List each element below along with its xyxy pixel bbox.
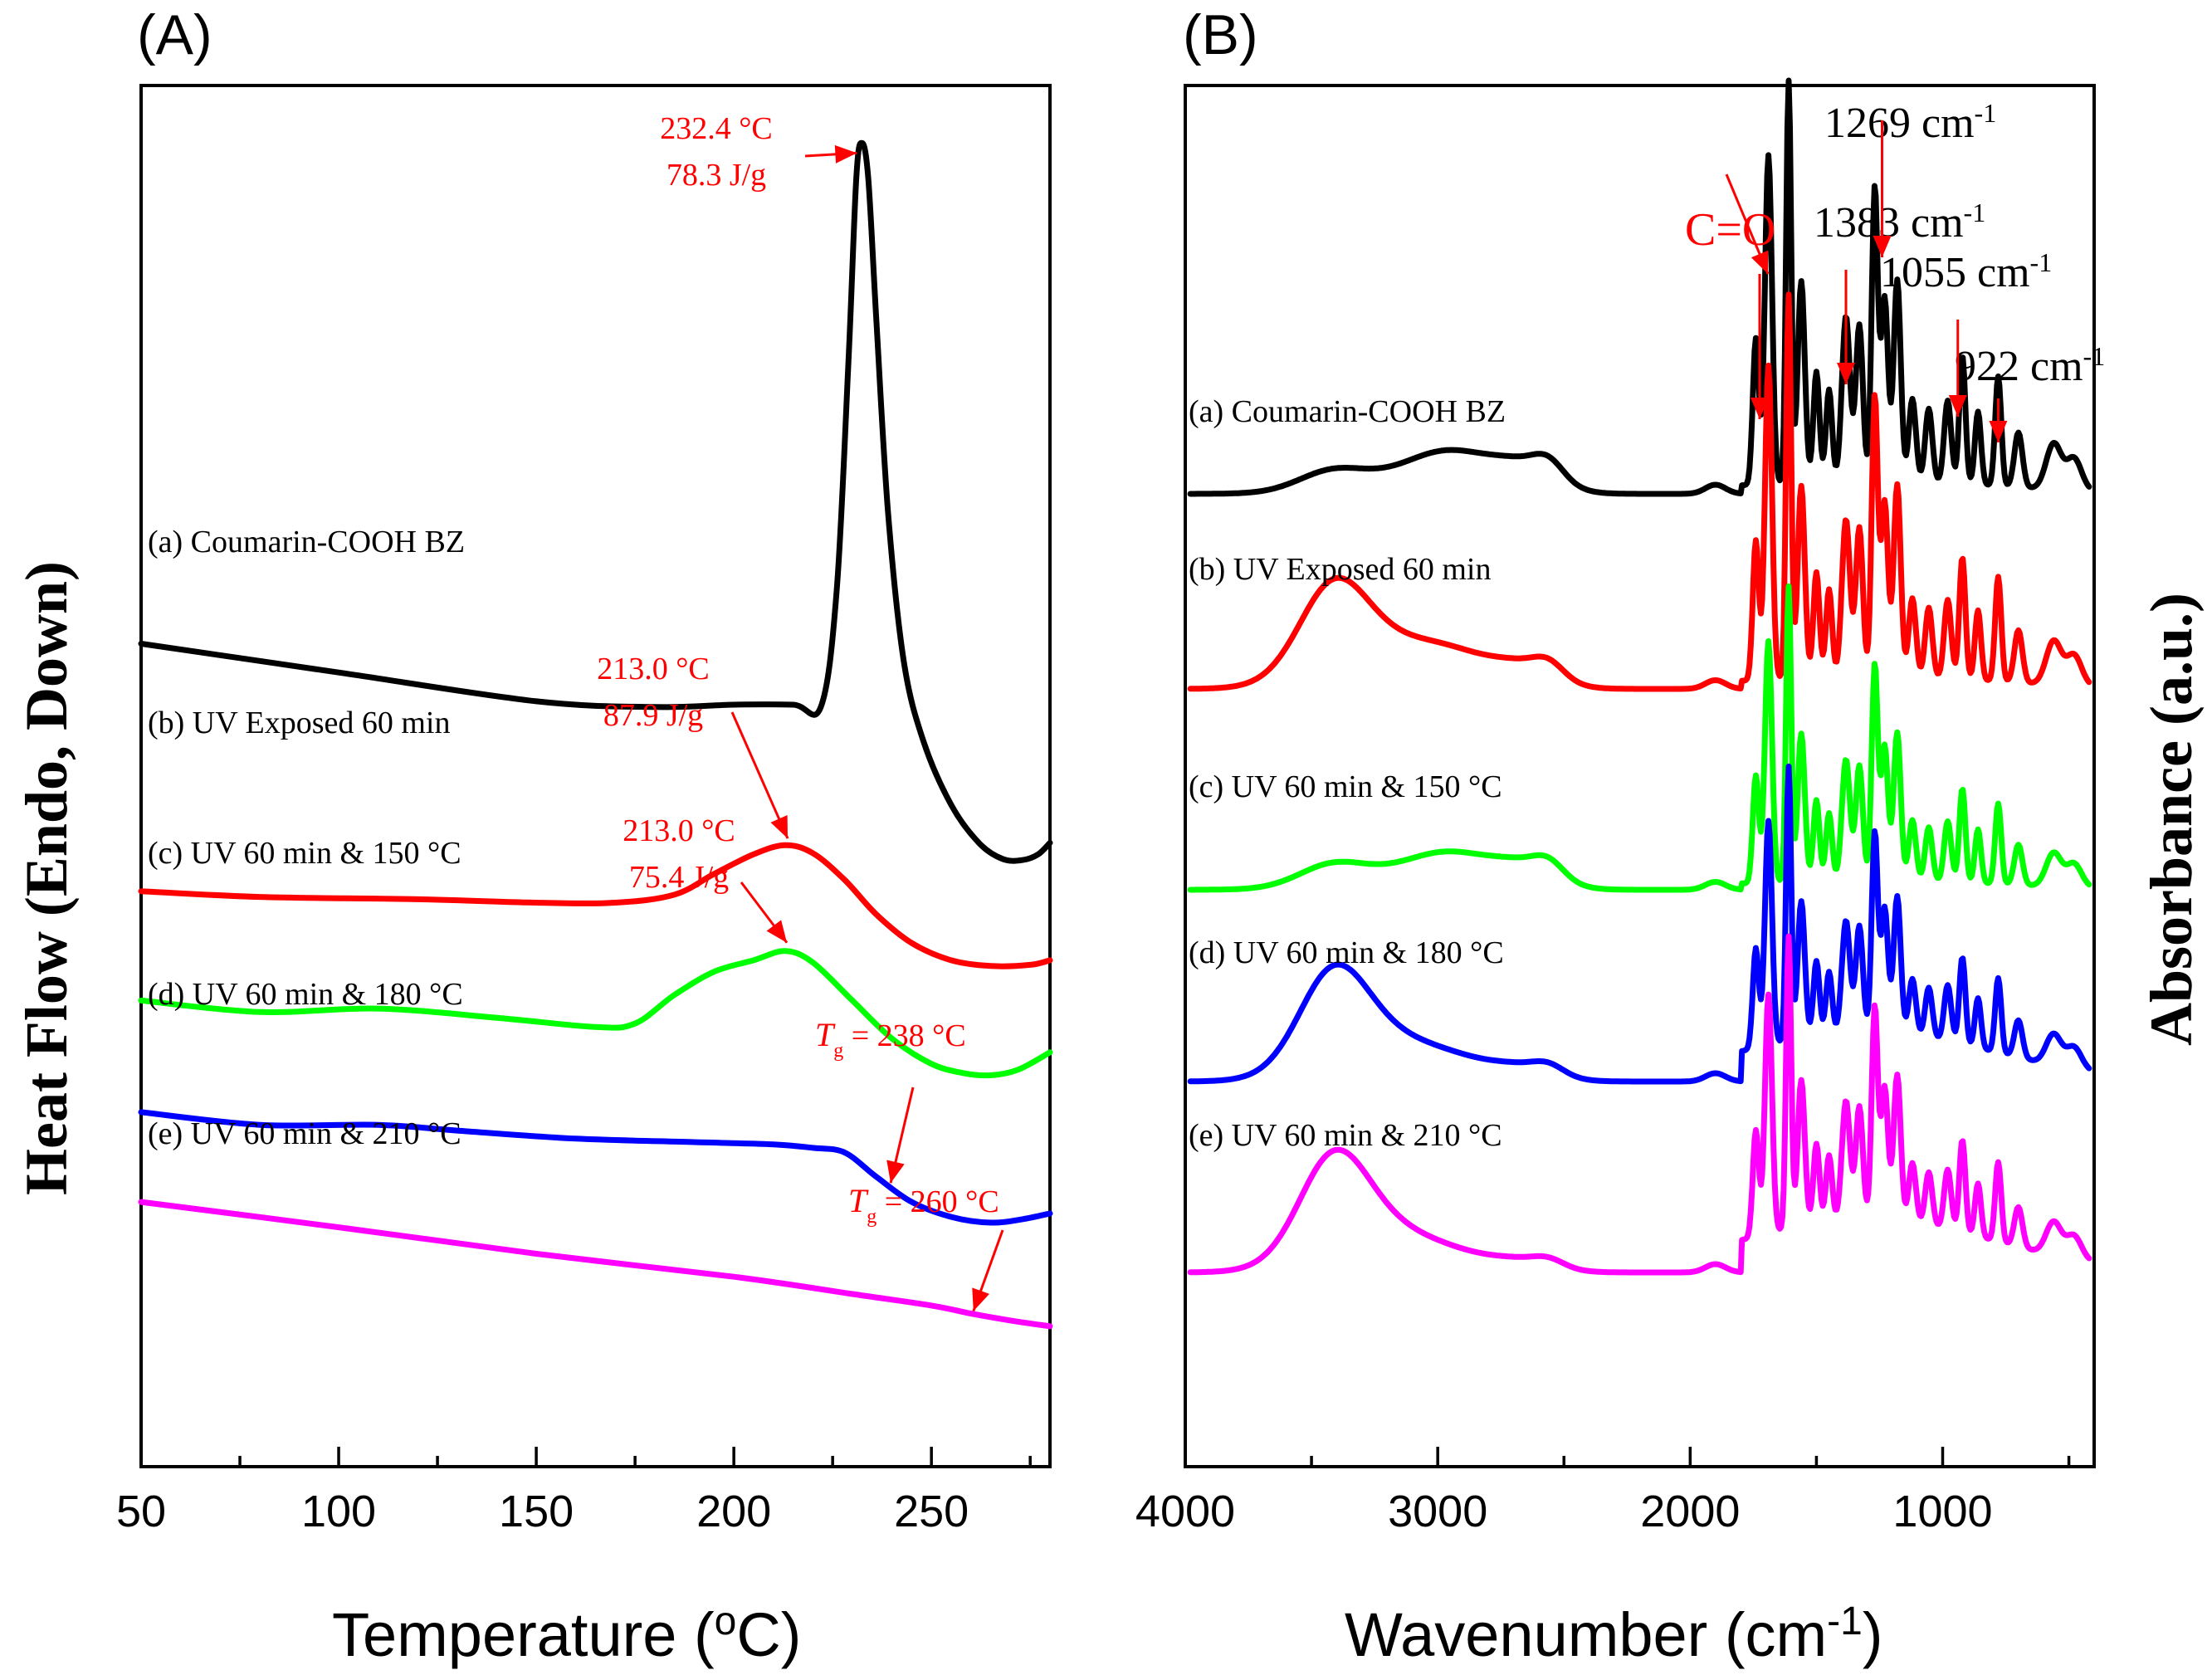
panel-a-tick-label-150: 150 [499, 1487, 574, 1536]
panel-a-annotation-1-arrow [804, 144, 857, 164]
panel-b-label-d: (d) UV 60 min & 180 °C [1189, 935, 1504, 970]
panel-a-letter: (A) [137, 3, 212, 66]
panel-b-peak-arrow-co-2 [1751, 274, 1769, 419]
panel-a-label-c: (c) UV 60 min & 150 °C [148, 836, 461, 871]
panel-a-annotation-2-line-1: 87.9 J/g [603, 698, 703, 733]
panel-b-y-axis-title: Absorbance (a.u.) [2138, 593, 2205, 1046]
panel-a-series-labels: (a) Coumarin-COOH BZ (b) UV Exposed 60 mi… [148, 525, 465, 1151]
panel-a-series-b [138, 842, 1053, 969]
panel-a-annotation-3-line-0: 213.0 °C [623, 813, 735, 848]
panel-a-label-e: (e) UV 60 min & 210 °C [148, 1116, 461, 1151]
panel-a-tick-label-200: 200 [696, 1487, 771, 1536]
panel-a-x-axis-title: Temperature (oC) [332, 1599, 801, 1670]
panel-a-annotation-1: 232.4 °C 78.3 J/g [660, 111, 773, 193]
panel-a-series-c [138, 948, 1053, 1079]
panel-a-series-e [138, 1199, 1053, 1330]
panel-a-annotation-2-arrow [730, 711, 789, 839]
panel-b-series-c [1187, 583, 2092, 893]
panel-a-tg-arrow-1 [886, 1087, 915, 1184]
panel-a-tick-label-100: 100 [301, 1487, 376, 1536]
panel-b-tick-label-4000: 4000 [1135, 1487, 1235, 1536]
panel-b: (B) 4000 3000 2000 1000 (a) Coumarin-COOH B… [1135, 3, 2205, 1669]
panel-a-label-d: (d) UV 60 min & 180 °C [148, 977, 463, 1012]
panel-a-series-d [138, 1109, 1053, 1226]
panel-a-tg-label-1: Tg = 238 °C [815, 1016, 966, 1062]
panel-b-label-b: (b) UV Exposed 60 min [1189, 552, 1492, 587]
panel-a-annotation-1-line-0: 232.4 °C [660, 111, 773, 146]
panel-a: (A) 50 100 150 200 250 (a) Coumarin-COOH BZ(… [13, 3, 1053, 1670]
panel-b-tick-label-1000: 1000 [1892, 1487, 1992, 1536]
panel-b-peak-label-1055: 1055 cm-1 [1880, 247, 2052, 296]
panel-b-series-labels: (a) Coumarin-COOH BZ (b) UV Exposed 60 mi… [1189, 394, 1506, 1153]
panel-b-tick-label-3000: 3000 [1388, 1487, 1487, 1536]
panel-a-series-a [138, 139, 1053, 864]
panel-b-series-b [1187, 291, 2092, 692]
panel-a-curves [138, 139, 1053, 1330]
panel-a-annotation-2-line-0: 213.0 °C [597, 652, 710, 686]
panel-b-peak-arrow-922 [1989, 398, 2008, 442]
panel-b-plot-frame [1184, 84, 2096, 1468]
panel-a-tg-arrow-2 [972, 1229, 1004, 1312]
panel-b-peak-label-co: C=O [1685, 204, 1775, 256]
panel-b-peak-labels: C=O 1383 cm-1 1269 cm-1 1055 cm-1 922 cm-1 [1685, 98, 2105, 442]
panel-b-peak-label-1383: 1383 cm-1 [1814, 198, 1985, 247]
panel-a-tick-label-250: 250 [894, 1487, 969, 1536]
panel-b-label-c: (c) UV 60 min & 150 °C [1189, 769, 1502, 804]
panel-a-x-ticks: 50 100 150 200 250 [116, 1447, 1032, 1536]
panel-b-tick-label-2000: 2000 [1640, 1487, 1740, 1536]
panel-b-x-axis-title: Wavenumber (cm-1) [1345, 1599, 1883, 1670]
panel-a-annotation-3: 213.0 °C 75.4 J/g [623, 813, 735, 895]
panel-a-annotation-2: 213.0 °C 87.9 J/g [597, 652, 710, 733]
panel-b-letter: (B) [1183, 3, 1258, 66]
panel-b-label-a: (a) Coumarin-COOH BZ [1189, 394, 1506, 429]
panel-b-peak-label-922: 922 cm-1 [1955, 341, 2105, 390]
panel-a-annotation-1-line-1: 78.3 J/g [667, 158, 766, 193]
panel-a-tg-label-2: Tg = 260 °C [848, 1182, 999, 1228]
panel-a-annotation-3-line-1: 75.4 J/g [629, 860, 729, 895]
panel-b-series-d [1187, 763, 2092, 1085]
panel-a-label-b: (b) UV Exposed 60 min [148, 706, 451, 740]
panel-a-annotation-3-arrow [740, 881, 789, 944]
panel-a-y-axis-title: Heat Flow (Endo, Down) [13, 561, 80, 1195]
panel-b-peak-arrow-1269 [1873, 120, 1892, 257]
panel-a-tick-label-50: 50 [116, 1487, 166, 1536]
panel-b-peak-arrow-co [1725, 173, 1770, 275]
panel-b-curves [1187, 77, 2092, 1276]
panel-b-peak-label-1269: 1269 cm-1 [1824, 98, 1996, 147]
panel-b-x-ticks: 4000 3000 2000 1000 [1135, 1447, 2071, 1536]
panel-a-plot-frame [139, 84, 1052, 1468]
panel-b-peak-arrow-1055 [1948, 320, 1967, 417]
panel-b-label-e: (e) UV 60 min & 210 °C [1189, 1118, 1502, 1153]
panel-b-series-e [1187, 933, 2092, 1276]
panel-a-label-a: (a) Coumarin-COOH BZ [148, 525, 465, 559]
panel-b-series-a [1187, 77, 2092, 497]
panel-b-peak-arrow-1383 [1837, 270, 1856, 384]
